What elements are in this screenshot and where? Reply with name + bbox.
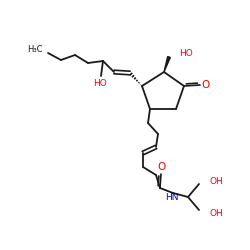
Text: HO: HO (93, 78, 107, 88)
Text: H₃C: H₃C (28, 44, 43, 54)
Text: HO: HO (179, 50, 193, 58)
Text: O: O (158, 162, 166, 172)
Text: OH: OH (210, 208, 224, 218)
Polygon shape (164, 56, 170, 72)
Text: OH: OH (210, 176, 224, 186)
Text: HN: HN (165, 194, 179, 202)
Text: O: O (202, 80, 210, 90)
